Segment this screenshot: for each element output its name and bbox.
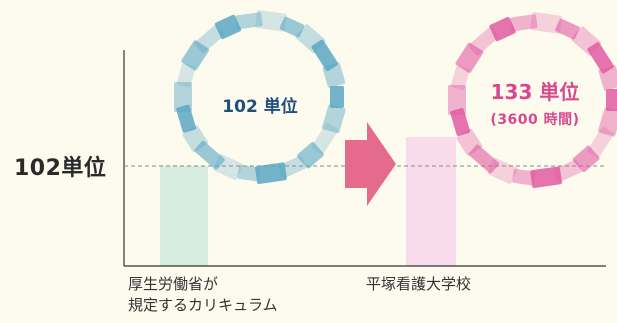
ring-hiratsuka-segment: [456, 128, 483, 156]
bar-2: [406, 137, 456, 266]
ring-hiratsuka-segment: [468, 26, 500, 56]
ring-mhlw-segment: [255, 10, 287, 32]
ring-hiratsuka-segment: [587, 126, 614, 158]
ring-hiratsuka-segment: [598, 107, 617, 137]
ring-mhlw-segment: [214, 14, 242, 40]
ring-mhlw-segment: [255, 162, 287, 184]
bubble-value-label: 133 単位: [490, 80, 580, 104]
category-label-line2: 規定するカリキュラム: [128, 296, 278, 314]
ring-mhlw-segment: [311, 122, 339, 155]
ring-mhlw-segment: [311, 39, 339, 72]
ring-mhlw-segment: [322, 62, 346, 88]
bubble-value-label: 102 単位: [222, 97, 298, 117]
category-label-mhlw: 厚生労働省が 規定するカリキュラム: [128, 274, 278, 316]
ring-hiratsuka-segment: [555, 18, 580, 40]
reference-line-label: 102単位: [14, 156, 107, 181]
ring-mhlw-segment: [176, 63, 196, 88]
bar-1: [160, 166, 208, 266]
bubble-label-hiratsuka: 133 単位 (3600 時間): [470, 76, 600, 129]
ring-hiratsuka-segment: [598, 65, 617, 91]
ring-hiratsuka-segment: [455, 42, 484, 73]
ring-mhlw-segment: [181, 40, 210, 71]
category-label-line1: 厚生労働省が: [128, 275, 219, 293]
ring-hiratsuka-segment: [606, 89, 617, 111]
ring-hiratsuka: [448, 12, 617, 188]
ring-mhlw-segment: [235, 12, 263, 30]
category-label-hiratsuka: 平塚看護大学校: [366, 274, 471, 295]
ring-mhlw-segment: [322, 104, 346, 134]
ring-mhlw: [174, 10, 346, 184]
ring-hiratsuka-segment: [512, 168, 536, 186]
category-label-line1: 平塚看護大学校: [366, 275, 472, 293]
ring-mhlw-segment: [237, 164, 261, 182]
bubble-sub-label: (3600 時間): [490, 112, 580, 128]
bubble-label-mhlw: 102 単位: [200, 92, 320, 117]
ring-mhlw-segment: [176, 104, 197, 133]
ring-hiratsuka-segment: [450, 65, 470, 91]
ring-hiratsuka-segment: [448, 85, 466, 115]
ring-mhlw-segment: [194, 24, 225, 54]
ring-hiratsuka-segment: [468, 144, 500, 174]
ring-mhlw-segment: [174, 82, 192, 112]
ring-hiratsuka-segment: [587, 42, 614, 74]
ring-hiratsuka-segment: [530, 12, 562, 34]
ring-mhlw-segment: [279, 16, 305, 38]
ring-hiratsuka-segment: [530, 166, 562, 188]
ring-mhlw-segment: [182, 125, 208, 152]
transition-arrow: [345, 122, 396, 206]
ring-hiratsuka-segment: [510, 14, 538, 32]
ring-mhlw-segment: [194, 140, 225, 170]
ring-hiratsuka-segment: [450, 108, 471, 136]
ring-hiratsuka-segment: [489, 16, 516, 42]
ring-mhlw-segment: [330, 86, 344, 108]
ring-hiratsuka-segment: [572, 145, 600, 173]
ring-mhlw-segment: [297, 142, 324, 169]
